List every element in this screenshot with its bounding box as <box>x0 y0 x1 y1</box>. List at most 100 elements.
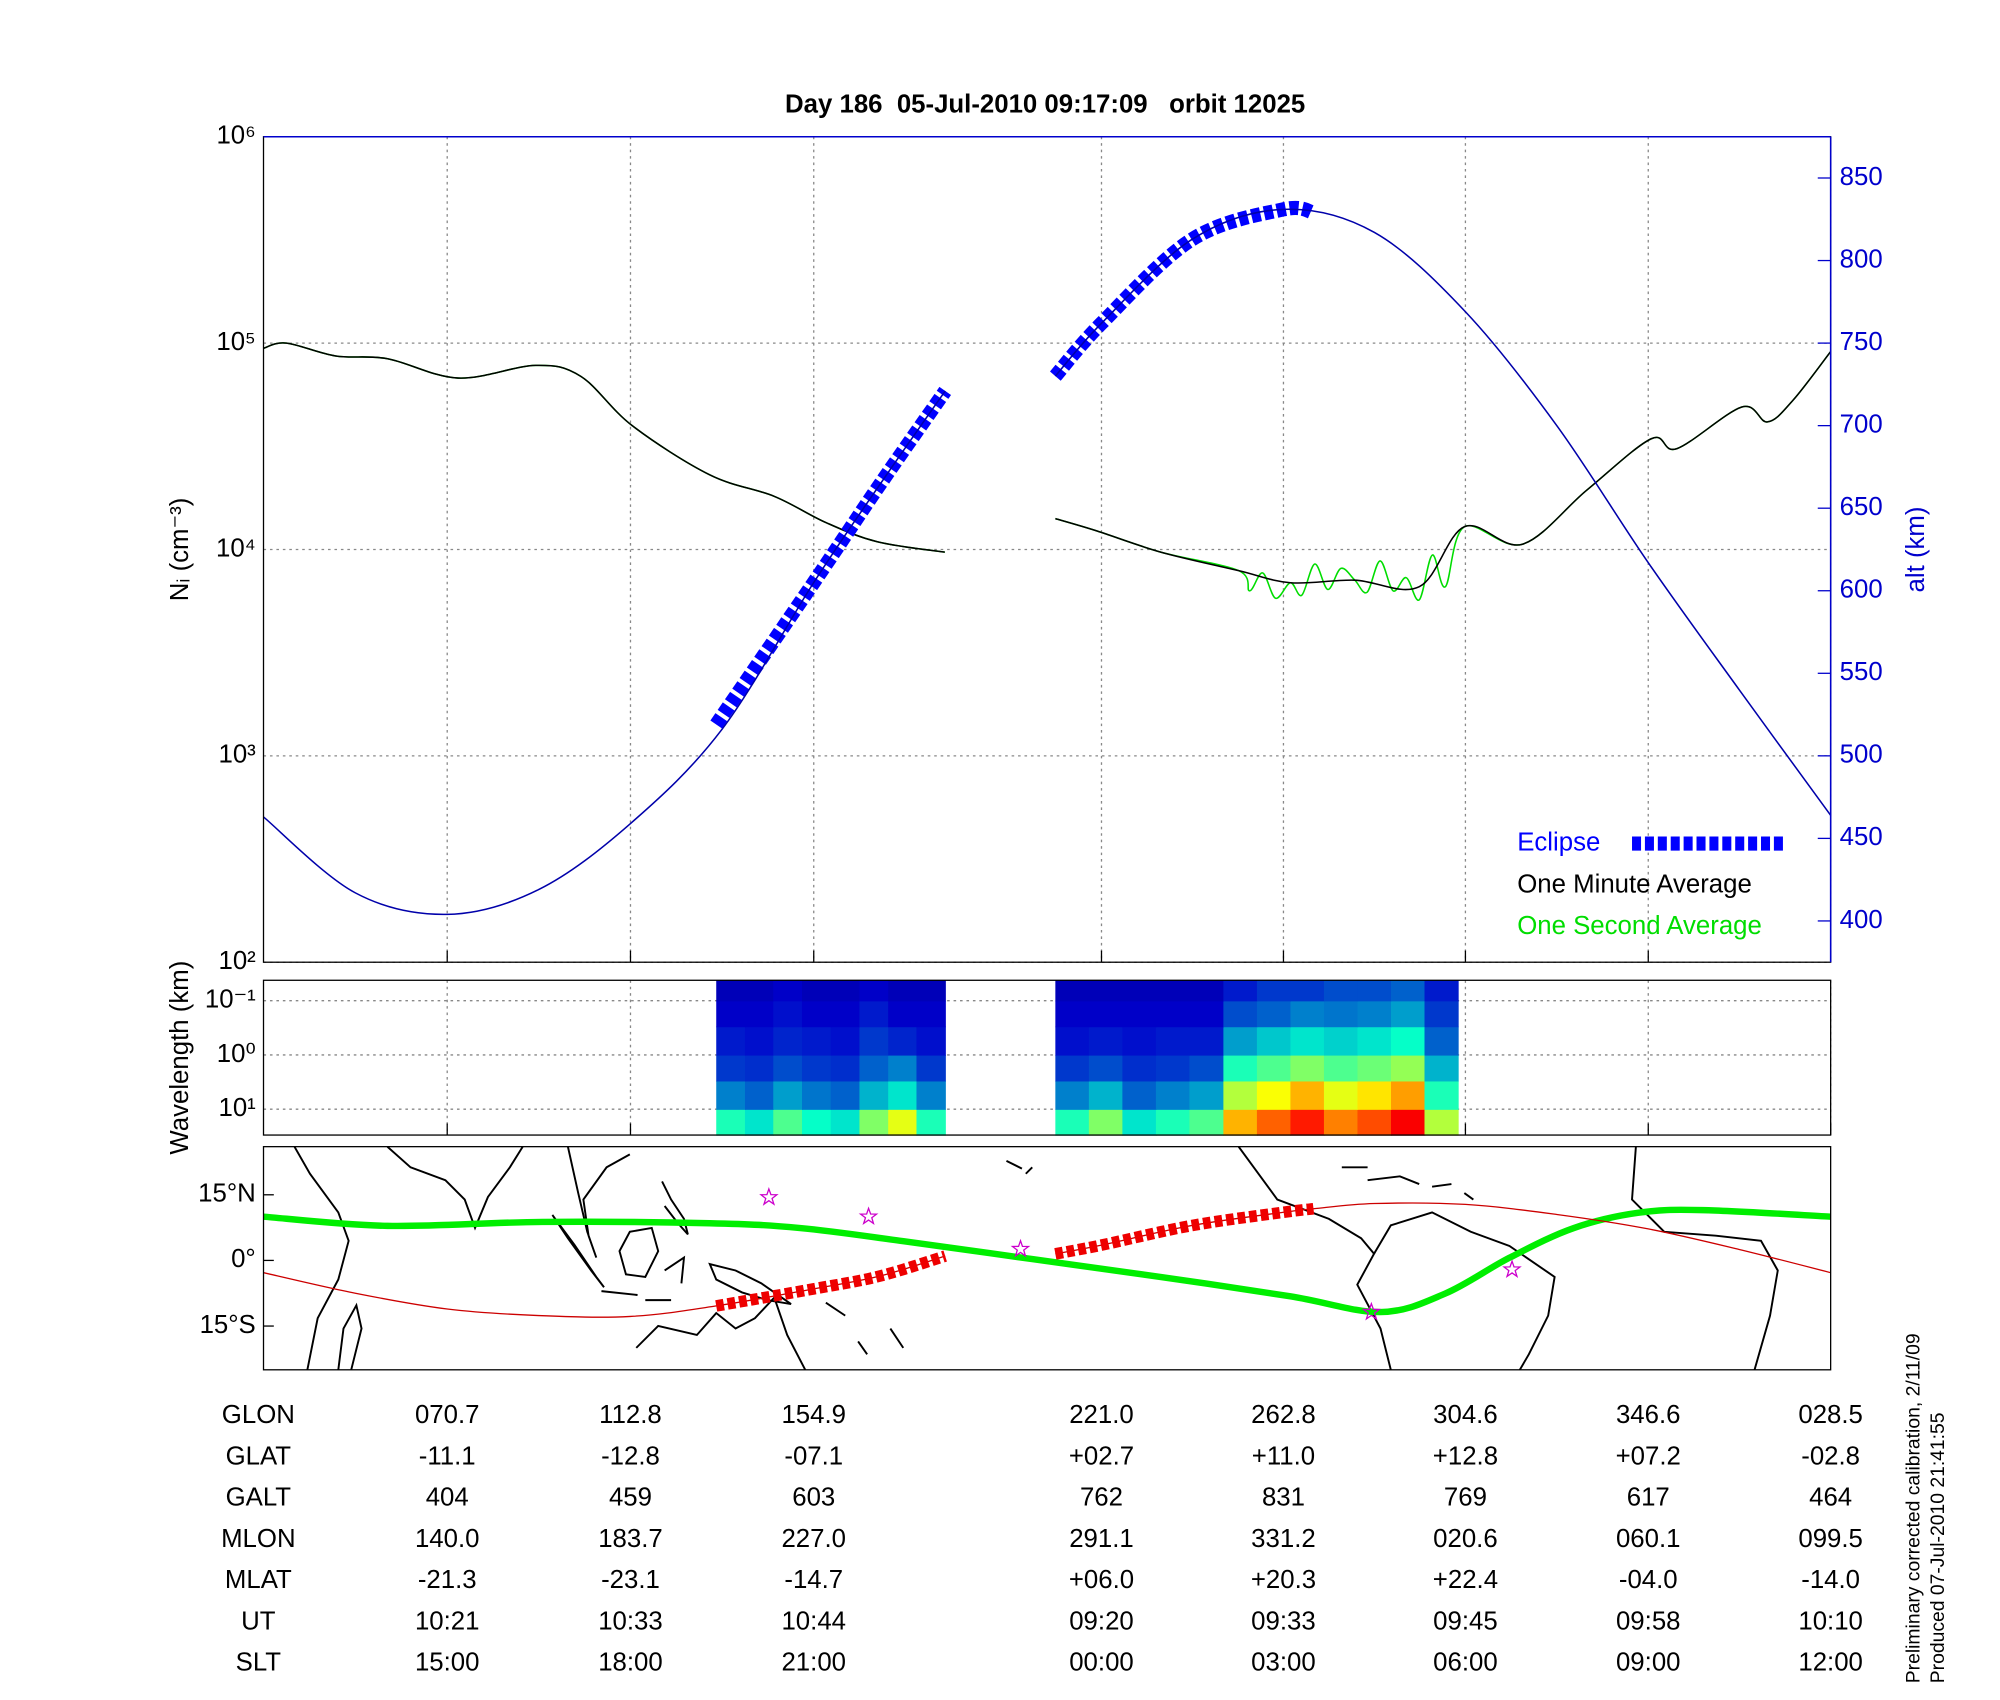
heatmap-cell <box>1357 1026 1392 1056</box>
y-tick-label: 0° <box>231 1245 256 1273</box>
heatmap-cell <box>1088 1109 1124 1136</box>
coastline <box>618 1226 660 1278</box>
heatmap-cell <box>830 1000 861 1028</box>
table-cell: 459 <box>609 1484 652 1512</box>
y2-tick-label: 650 <box>1840 493 1883 521</box>
heatmap-cell <box>916 1000 946 1028</box>
heatmap-cell <box>1223 1109 1258 1136</box>
table-cell: 10:33 <box>598 1607 663 1635</box>
heatmap-cell <box>1323 980 1359 1002</box>
series-layer <box>263 1187 1831 1321</box>
plot-frame <box>262 979 1832 1136</box>
plot-frame <box>262 1146 1832 1371</box>
heatmap-cell <box>1223 1080 1258 1110</box>
heatmap-cell <box>1390 980 1426 1002</box>
heatmap-cell <box>1155 1000 1191 1028</box>
heatmap-cell <box>801 1109 832 1136</box>
heatmap-cell <box>1223 1026 1258 1056</box>
heatmap-cell <box>1424 1054 1459 1082</box>
table-cell: 291.1 <box>1069 1525 1134 1553</box>
legend-label: One Second Average <box>1517 912 1762 940</box>
table-cell: 769 <box>1444 1484 1487 1512</box>
table-cell: +11.0 <box>1252 1442 1315 1470</box>
heatmap-cell <box>1055 980 1090 1002</box>
table-cell: 06:00 <box>1433 1649 1498 1677</box>
table-cell: 09:33 <box>1251 1607 1316 1635</box>
heatmap-cell <box>1290 1000 1325 1028</box>
coastline <box>1631 1146 1779 1370</box>
coastlines <box>293 1146 1779 1370</box>
y-tick-label: 15°N <box>198 1180 256 1208</box>
table-cell: +02.7 <box>1069 1442 1134 1470</box>
heatmap-cell <box>1390 1109 1426 1136</box>
table-row-label: GLON <box>222 1401 295 1429</box>
table-cell: 154.9 <box>781 1401 846 1429</box>
heatmap-cell <box>1155 1026 1191 1056</box>
table-cell: 21:00 <box>781 1649 846 1677</box>
table-cell: 227.0 <box>781 1525 846 1553</box>
table-cell: -07.1 <box>784 1442 843 1470</box>
heatmap-cell <box>1290 1080 1325 1110</box>
heatmap-cell <box>1390 1000 1426 1028</box>
y-tick-label: 10⁶ <box>216 122 255 150</box>
table-cell: 09:00 <box>1616 1649 1681 1677</box>
table-cell: 140.0 <box>415 1525 480 1553</box>
heatmap-cell <box>773 1080 803 1110</box>
heatmap-cell <box>801 980 832 1002</box>
heatmap-cell <box>1357 1000 1392 1028</box>
y2-tick-label: 450 <box>1840 823 1883 851</box>
heatmap-cell <box>859 1080 889 1110</box>
heatmap-cell <box>916 1054 946 1082</box>
table-cell: 10:21 <box>415 1607 480 1635</box>
heatmap-cell <box>773 1000 803 1028</box>
table-cell: 762 <box>1080 1484 1123 1512</box>
coastline <box>601 1255 686 1302</box>
table-cell: 09:45 <box>1433 1607 1498 1635</box>
heatmap-cell <box>859 1054 889 1082</box>
table-cell: 404 <box>426 1484 469 1512</box>
heatmap-cell <box>888 1026 918 1056</box>
table-cell: 15:00 <box>415 1649 480 1677</box>
series-layer <box>263 200 1831 916</box>
heatmap-cell <box>1256 980 1292 1002</box>
heatmap-cell <box>888 1109 918 1136</box>
table-cell: 603 <box>792 1484 835 1512</box>
heatmap-cell <box>1357 1109 1392 1136</box>
heatmap-cell <box>859 1109 889 1136</box>
heatmap-cell <box>1256 1026 1292 1056</box>
heatmap-cell <box>1155 980 1191 1002</box>
table-cell: 221.0 <box>1069 1401 1134 1429</box>
y2-tick-label: 400 <box>1840 906 1883 934</box>
heatmap-cell <box>716 1000 746 1028</box>
table-row-label: MLAT <box>225 1566 292 1594</box>
marker-star <box>858 1206 879 1225</box>
heatmap-cell <box>716 1109 746 1136</box>
y2-tick-label: 850 <box>1840 163 1883 191</box>
coastline <box>293 1146 350 1370</box>
coastline <box>1341 1166 1474 1201</box>
heatmap-cell <box>1424 1000 1459 1028</box>
heatmap-cell <box>773 1026 803 1056</box>
heatmap-cell <box>1122 1080 1157 1110</box>
table-cell: 346.6 <box>1616 1401 1681 1429</box>
marker-star <box>1502 1259 1522 1279</box>
heatmap-cell <box>744 1109 774 1136</box>
eclipse-track <box>715 1203 1315 1312</box>
table-cell: +07.2 <box>1616 1442 1681 1470</box>
heatmap-cell <box>1256 1000 1292 1028</box>
table-cell: 060.1 <box>1616 1525 1681 1553</box>
heatmap-cell <box>1223 1054 1258 1082</box>
heatmap-cell <box>1323 1080 1359 1110</box>
heatmap-cell <box>1088 1054 1124 1082</box>
heatmap-cell <box>1424 980 1459 1002</box>
heatmap-cell <box>1055 1109 1090 1136</box>
y2-tick-label: 500 <box>1840 741 1883 769</box>
heatmap-cell <box>1357 1080 1392 1110</box>
heatmap-cell <box>1323 1000 1359 1028</box>
heatmap-cell <box>1122 1026 1157 1056</box>
heatmap-cell <box>1223 1000 1258 1028</box>
heatmap-cell <box>1357 1054 1392 1082</box>
footnote: Produced 07-Jul-2010 21:41:55 <box>1927 1412 1949 1683</box>
heatmap-cell <box>801 1000 832 1028</box>
heatmap-cell <box>888 1054 918 1082</box>
